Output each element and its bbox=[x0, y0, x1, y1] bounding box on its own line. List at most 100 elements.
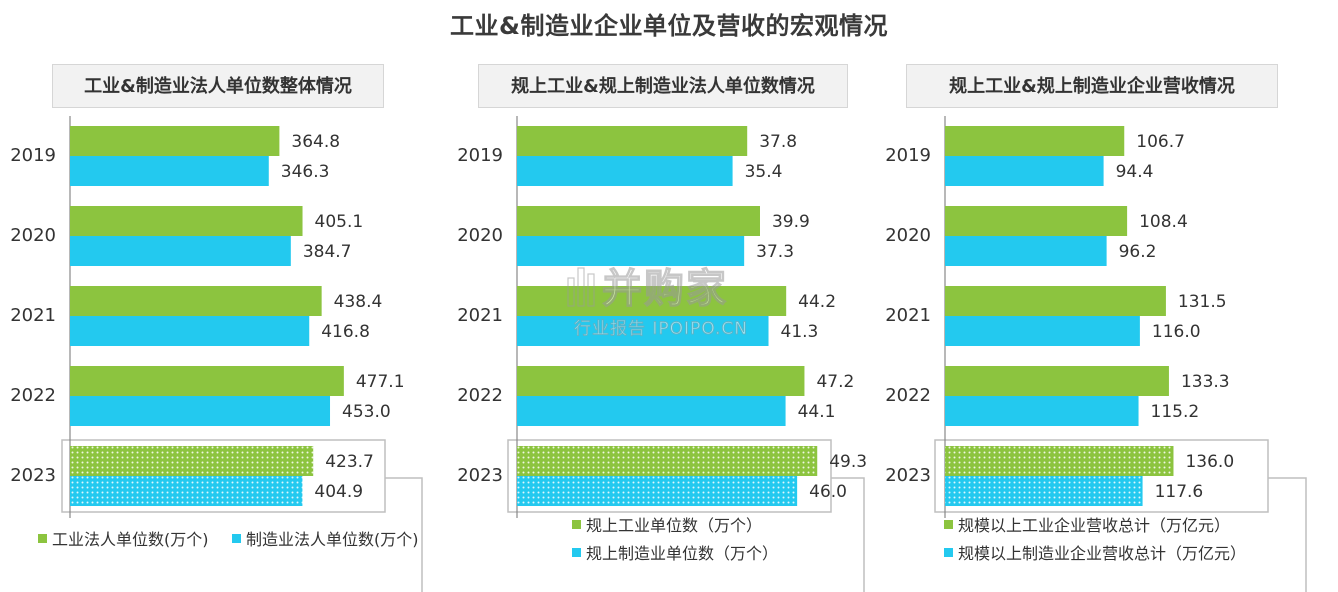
bar-series-b-2023 bbox=[70, 476, 303, 506]
category-label-2023: 2023 bbox=[885, 465, 931, 486]
legend-label: 规上制造业单位数（万个） bbox=[586, 544, 778, 563]
bar-series-b-2019 bbox=[945, 156, 1104, 186]
bar-series-b-2022 bbox=[517, 396, 786, 426]
data-label-series-a-2021: 438.4 bbox=[334, 292, 383, 312]
highlight-box-2023 bbox=[507, 439, 832, 513]
data-label-series-a-2023: 49.3 bbox=[829, 452, 867, 472]
connector-line bbox=[385, 477, 423, 592]
chart-panel-1: 工业&制造业法人单位数整体情况 2019 364.8 346.3 2020 405.1 3… bbox=[0, 0, 446, 592]
bar-series-a-2020 bbox=[945, 206, 1128, 236]
data-label-series-b-2022: 453.0 bbox=[342, 402, 391, 422]
bar-series-a-2022 bbox=[945, 366, 1169, 396]
bar-series-a-2021 bbox=[70, 286, 322, 316]
data-label-series-b-2023: 46.0 bbox=[809, 482, 847, 502]
bar-series-b-2020 bbox=[517, 236, 745, 266]
category-label-2023: 2023 bbox=[457, 465, 503, 486]
bar-series-b-2020 bbox=[945, 236, 1107, 266]
bar-series-b-2019 bbox=[517, 156, 733, 186]
data-label-series-b-2022: 44.1 bbox=[798, 402, 836, 422]
bar-series-b-2023 bbox=[517, 476, 798, 506]
bar-series-a-2020 bbox=[70, 206, 303, 236]
category-label-2020: 2020 bbox=[457, 225, 503, 246]
data-label-series-a-2023: 136.0 bbox=[1185, 452, 1234, 472]
legend-swatch bbox=[232, 534, 241, 543]
legend-label: 规模以上制造业企业营收总计（万亿元） bbox=[958, 544, 1246, 563]
data-label-series-a-2019: 106.7 bbox=[1136, 132, 1185, 152]
bar-series-a-2023 bbox=[70, 446, 314, 476]
chart-title-2: 规上工业&规上制造业法人单位数情况 bbox=[478, 64, 848, 108]
bar-series-b-2021 bbox=[70, 316, 310, 346]
bar-series-a-2020 bbox=[517, 206, 760, 236]
bar-series-a-2022 bbox=[517, 366, 805, 396]
data-label-series-b-2020: 384.7 bbox=[303, 242, 352, 262]
bar-series-a-2023 bbox=[517, 446, 818, 476]
category-label-2022: 2022 bbox=[885, 385, 931, 406]
connector-line bbox=[1268, 477, 1307, 592]
legend-label: 工业法人单位数(万个) bbox=[52, 530, 209, 549]
data-label-series-a-2022: 47.2 bbox=[816, 372, 854, 392]
legend-swatch bbox=[944, 548, 953, 557]
data-label-series-a-2021: 44.2 bbox=[798, 292, 836, 312]
data-label-series-b-2019: 346.3 bbox=[281, 162, 330, 182]
category-label-2021: 2021 bbox=[885, 305, 931, 326]
legend-label: 制造业法人单位数(万个) bbox=[246, 530, 419, 549]
bar-series-a-2021 bbox=[517, 286, 787, 316]
category-label-2021: 2021 bbox=[457, 305, 503, 326]
bar-series-a-2019 bbox=[517, 126, 748, 156]
data-label-series-b-2019: 94.4 bbox=[1116, 162, 1154, 182]
bar-series-b-2021 bbox=[517, 316, 769, 346]
data-label-series-a-2022: 133.3 bbox=[1181, 372, 1230, 392]
legend-swatch bbox=[38, 534, 47, 543]
bar-series-b-2020 bbox=[70, 236, 291, 266]
data-label-series-b-2022: 115.2 bbox=[1151, 402, 1200, 422]
data-label-series-a-2020: 39.9 bbox=[772, 212, 810, 232]
data-label-series-b-2023: 404.9 bbox=[314, 482, 363, 502]
category-label-2020: 2020 bbox=[885, 225, 931, 246]
bar-series-a-2021 bbox=[945, 286, 1166, 316]
data-label-series-a-2020: 108.4 bbox=[1139, 212, 1188, 232]
chart-title-1: 工业&制造业法人单位数整体情况 bbox=[52, 64, 384, 108]
data-label-series-a-2020: 405.1 bbox=[315, 212, 364, 232]
bar-series-b-2023 bbox=[945, 476, 1143, 506]
bar-chart-above-scale-units: 2019 37.8 35.4 2020 39.9 37.3 2021 44.2 41.3 2022… bbox=[457, 116, 867, 592]
data-label-series-b-2021: 416.8 bbox=[321, 322, 370, 342]
legend-swatch bbox=[944, 520, 953, 529]
highlight-box-2023 bbox=[934, 439, 1269, 513]
chart-panel-2: 规上工业&规上制造业法人单位数情况 2019 37.8 35.4 2020 39.9 37… bbox=[446, 0, 892, 592]
category-label-2021: 2021 bbox=[10, 305, 56, 326]
bar-series-b-2022 bbox=[945, 396, 1139, 426]
legend-label: 规上工业单位数（万个） bbox=[586, 516, 762, 535]
data-label-series-b-2019: 35.4 bbox=[745, 162, 783, 182]
bar-series-a-2023 bbox=[945, 446, 1174, 476]
data-label-series-b-2021: 41.3 bbox=[781, 322, 819, 342]
bar-series-b-2019 bbox=[70, 156, 269, 186]
bar-series-a-2019 bbox=[945, 126, 1125, 156]
legend-label: 规模以上工业企业营收总计（万亿元） bbox=[958, 516, 1230, 535]
category-label-2020: 2020 bbox=[10, 225, 56, 246]
data-label-series-b-2020: 96.2 bbox=[1119, 242, 1157, 262]
category-label-2022: 2022 bbox=[457, 385, 503, 406]
bar-series-b-2021 bbox=[945, 316, 1140, 346]
data-label-series-a-2023: 423.7 bbox=[325, 452, 374, 472]
data-label-series-a-2021: 131.5 bbox=[1178, 292, 1227, 312]
category-label-2019: 2019 bbox=[10, 145, 56, 166]
data-label-series-b-2023: 117.6 bbox=[1155, 482, 1204, 502]
highlight-box-2023 bbox=[61, 439, 386, 513]
category-label-2023: 2023 bbox=[10, 465, 56, 486]
connector-line bbox=[831, 477, 865, 592]
data-label-series-b-2021: 116.0 bbox=[1152, 322, 1201, 342]
category-label-2022: 2022 bbox=[10, 385, 56, 406]
data-label-series-a-2019: 364.8 bbox=[291, 132, 340, 152]
legend-swatch bbox=[572, 548, 581, 557]
bar-chart-revenue: 2019 106.7 94.4 2020 108.4 96.2 2021 131.5 116.0… bbox=[885, 116, 1307, 592]
chart-title-3: 规上工业&规上制造业企业营收情况 bbox=[906, 64, 1278, 108]
category-label-2019: 2019 bbox=[885, 145, 931, 166]
bar-series-a-2022 bbox=[70, 366, 344, 396]
category-label-2019: 2019 bbox=[457, 145, 503, 166]
data-label-series-b-2020: 37.3 bbox=[756, 242, 794, 262]
page-title: 工业&制造业企业单位及营收的宏观情况 bbox=[450, 12, 888, 40]
data-label-series-a-2022: 477.1 bbox=[356, 372, 405, 392]
bar-series-b-2022 bbox=[70, 396, 331, 426]
bar-chart-unit-counts: 2019 364.8 346.3 2020 405.1 384.7 2021 438.4 416… bbox=[10, 116, 423, 592]
data-label-series-a-2019: 37.8 bbox=[759, 132, 797, 152]
